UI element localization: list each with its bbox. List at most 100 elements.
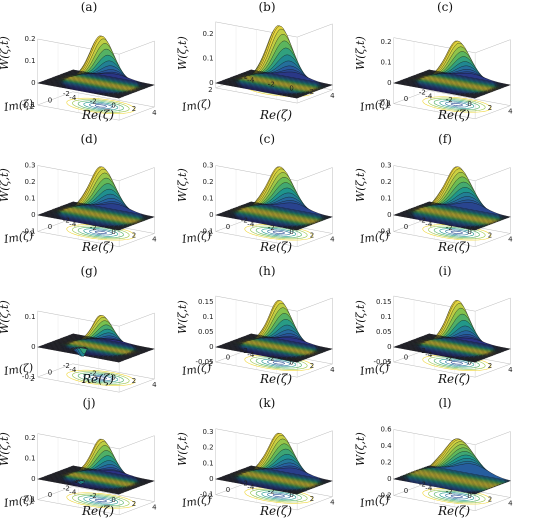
z-tick: 0.2 bbox=[202, 444, 213, 452]
real-axis-label: Re(ζ) bbox=[260, 108, 293, 122]
panel-label: (h) bbox=[258, 264, 276, 278]
x-tick: -2 bbox=[446, 355, 453, 363]
z-tick: 0.4 bbox=[380, 442, 392, 450]
real-axis-label: Re(ζ) bbox=[82, 372, 115, 386]
panel-label: (b) bbox=[258, 0, 276, 14]
z-axis-label: W(ζ,t) bbox=[354, 300, 367, 334]
real-axis-label: Re(ζ) bbox=[260, 372, 293, 386]
z-tick: 0.2 bbox=[380, 459, 391, 467]
z-tick-labels: 0.3 0.2 0.1 0 -0.1 bbox=[22, 162, 36, 236]
y-tick: 0 bbox=[48, 491, 52, 499]
imag-axis-ticks: 2 0 -2 bbox=[30, 216, 70, 237]
x-tick: 0 bbox=[467, 492, 471, 500]
panel-f: 0.3 0.2 0.1 0 -0.1 -4 -2 0 2 4 2 0 -2 (f) W(ζ,t) Re(ζ) I… bbox=[354, 132, 534, 264]
x-tick: -4 bbox=[425, 484, 433, 492]
panel-label: (a) bbox=[80, 0, 98, 14]
y-tick: 2 bbox=[30, 375, 34, 383]
real-axis-label: Re(ζ) bbox=[438, 240, 471, 254]
z-tick: -0.1 bbox=[200, 491, 214, 499]
x-tick: 2 bbox=[310, 88, 314, 96]
y-tick: 2 bbox=[208, 230, 212, 238]
y-tick: 0 bbox=[404, 95, 408, 103]
z-tick: -0.1 bbox=[378, 100, 392, 108]
x-tick: 0 bbox=[467, 228, 471, 236]
z-tick: 0 bbox=[387, 211, 391, 219]
z-tick: 0.2 bbox=[202, 178, 213, 186]
wigner-surface bbox=[37, 35, 155, 99]
y-tick: 0 bbox=[226, 486, 230, 494]
imag-axis-ticks: 2 0 -2 bbox=[208, 347, 248, 368]
surface-plot: 0.150.10.050-0.05-4 -2 0 2 420-2 bbox=[195, 295, 335, 378]
surface-plot: 0.10-0.1-4 -2 0 2 420-2 bbox=[22, 310, 157, 393]
z-tick: 0.05 bbox=[376, 328, 392, 336]
z-tick: 0.1 bbox=[202, 55, 213, 63]
x-tick: 4 bbox=[330, 236, 335, 244]
z-tick: 0.2 bbox=[380, 38, 391, 46]
y-tick: 2 bbox=[208, 86, 212, 94]
z-tick: 0 bbox=[209, 211, 213, 219]
panel-label: (g) bbox=[80, 264, 98, 278]
z-tick: 0.1 bbox=[202, 459, 213, 467]
x-tick: -2 bbox=[268, 224, 275, 232]
contour-lines bbox=[66, 369, 136, 386]
z-tick: 0 bbox=[209, 343, 213, 351]
x-tick: 2 bbox=[488, 362, 492, 370]
surface-plot: 0.20.10-0.1-4 -2 0 2 420-2 bbox=[378, 37, 513, 120]
wigner-surface bbox=[215, 300, 333, 363]
y-tick: -2 bbox=[241, 216, 248, 224]
panel-c: 0.2 0.1 0 -0.1 -4 -2 0 2 4 2 0 -2 (c) W(ζ,t) Re(ζ) Im(ζ… bbox=[354, 0, 534, 132]
real-axis-label: Re(ζ) bbox=[82, 240, 115, 254]
panel-label: (d) bbox=[80, 132, 98, 146]
x-tick: 4 bbox=[152, 381, 157, 389]
x-tick: 2 bbox=[132, 105, 136, 113]
x-tick: -4 bbox=[247, 77, 255, 85]
real-axis-ticks: -4 -2 0 2 4 bbox=[69, 366, 157, 389]
y-tick: 0 bbox=[48, 368, 52, 376]
z-tick: 0.05 bbox=[198, 328, 214, 336]
x-tick: 0 bbox=[289, 358, 293, 366]
x-tick: 2 bbox=[132, 500, 136, 508]
y-tick: 2 bbox=[30, 230, 34, 238]
x-tick: -2 bbox=[268, 81, 275, 89]
y-tick: 2 bbox=[386, 230, 390, 238]
z-axis-label: W(ζ,t) bbox=[176, 36, 189, 70]
z-tick: 0.3 bbox=[202, 428, 213, 436]
panel-label: (l) bbox=[438, 396, 452, 410]
surface-plot: 0.30.20.10-0.1-4 -2 0 2 420-2 bbox=[200, 162, 335, 247]
x-tick: -4 bbox=[247, 484, 255, 492]
z-tick: 0 bbox=[31, 211, 35, 219]
z-tick: 0.1 bbox=[380, 313, 391, 321]
real-axis-ticks: -4 -2 0 2 4 bbox=[425, 351, 513, 374]
real-axis-label: Re(ζ) bbox=[260, 504, 293, 518]
x-tick: 2 bbox=[310, 232, 314, 240]
x-tick: -4 bbox=[69, 94, 77, 102]
z-axis-label: W(ζ,t) bbox=[176, 300, 189, 334]
panel-label: (i) bbox=[438, 264, 452, 278]
imag-axis-ticks: 2 0 -2 bbox=[386, 216, 426, 237]
z-axis-label: W(ζ,t) bbox=[354, 432, 367, 466]
x-tick: 2 bbox=[488, 232, 492, 240]
contour-lines bbox=[244, 224, 314, 241]
imag-axis-ticks: 2 0 -2 bbox=[208, 480, 248, 501]
x-tick: -2 bbox=[90, 224, 97, 232]
y-tick: 0 bbox=[48, 223, 52, 231]
z-tick-labels: 0.2 0.1 0 bbox=[202, 30, 213, 87]
x-tick: 0 bbox=[289, 491, 293, 499]
y-tick: -2 bbox=[63, 90, 70, 98]
wigner-surface bbox=[215, 432, 333, 495]
panel-k: 0.3 0.2 0.1 0 -0.1 -4 -2 0 2 4 2 0 -2 (k) W(ζ,t) Re(ζ) I… bbox=[176, 396, 356, 528]
y-tick: 2 bbox=[386, 494, 390, 502]
real-axis-label: Re(ζ) bbox=[438, 504, 471, 518]
contour-lines bbox=[244, 487, 314, 504]
z-tick: 0 bbox=[387, 343, 391, 351]
z-tick: 0.3 bbox=[202, 162, 213, 170]
y-tick: -2 bbox=[241, 73, 248, 81]
panel-label: (j) bbox=[82, 396, 96, 410]
x-tick: 2 bbox=[488, 104, 492, 112]
z-axis-label: W(ζ,t) bbox=[0, 168, 11, 202]
x-tick: -2 bbox=[446, 224, 453, 232]
x-tick: 2 bbox=[310, 362, 314, 370]
real-axis-ticks: -4 -2 0 2 4 bbox=[425, 92, 513, 115]
y-tick: 0 bbox=[404, 487, 408, 495]
